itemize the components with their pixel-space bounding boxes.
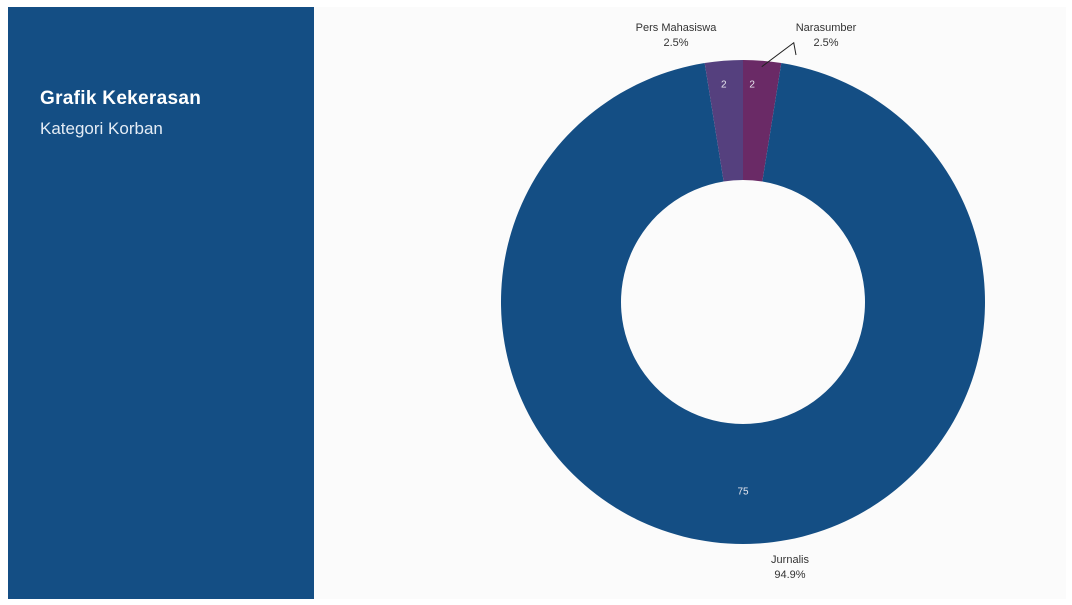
category-label-jurnalis: Jurnalis 94.9% <box>771 554 809 581</box>
leader-line-narasumber <box>761 41 797 68</box>
value-label-pers-mahasiswa: 2 <box>721 79 727 90</box>
category-name: Narasumber <box>796 22 857 34</box>
slice-pers-mahasiswa <box>704 60 743 182</box>
chart-title: Grafik Kekerasan <box>40 88 202 109</box>
value-label-narasumber: 2 <box>749 79 755 90</box>
chart-subtitle: Kategori Korban <box>40 119 163 138</box>
slice-jurnalis <box>500 63 985 545</box>
category-name: Pers Mahasiswa <box>636 22 718 34</box>
percent-label: 2.5% <box>663 37 688 49</box>
slice-narasumber <box>743 60 782 182</box>
title-panel: Grafik Kekerasan Kategori Korban <box>8 7 314 599</box>
category-label-pers-mahasiswa: Pers Mahasiswa 2.5% <box>636 22 718 49</box>
percent-label: 94.9% <box>774 569 805 581</box>
category-name: Jurnalis <box>771 554 809 566</box>
value-label-jurnalis: 75 <box>737 487 749 498</box>
category-label-narasumber: Narasumber 2.5% <box>796 22 857 49</box>
percent-label: 2.5% <box>813 37 838 49</box>
